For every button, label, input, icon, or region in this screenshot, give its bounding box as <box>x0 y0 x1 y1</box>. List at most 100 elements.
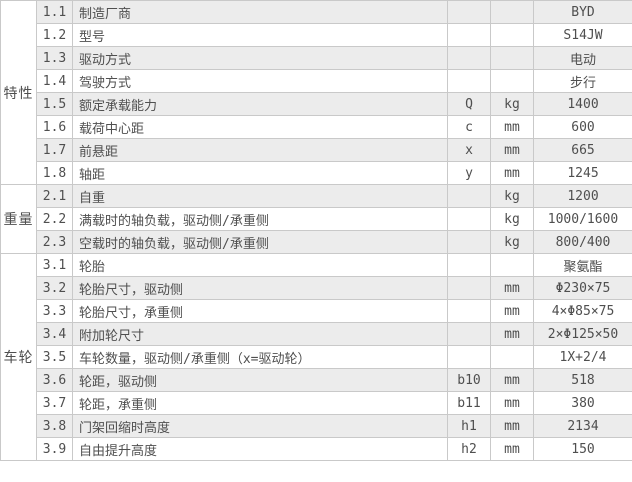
table-row: 1.6 载荷中心距 c mm 600 <box>1 115 632 139</box>
symbol-cell: Q <box>447 92 491 116</box>
table-row: 3.7 轮距，承重侧 b11 mm 380 <box>1 391 632 415</box>
value-cell: 1000/1600 <box>533 207 632 231</box>
description-cell: 车轮数量，驱动侧/承重侧（x=驱动轮） <box>72 345 448 369</box>
value-cell: 2134 <box>533 414 632 438</box>
value-cell: 1X+2/4 <box>533 345 632 369</box>
value-cell: 1200 <box>533 184 632 208</box>
value-cell: 电动 <box>533 46 632 70</box>
unit-cell: kg <box>490 184 534 208</box>
description-cell: 自由提升高度 <box>72 437 448 461</box>
value-cell: 150 <box>533 437 632 461</box>
unit-cell: kg <box>490 230 534 254</box>
value-cell: Φ230×75 <box>533 276 632 300</box>
row-number-cell: 1.5 <box>36 92 73 116</box>
row-number-cell: 1.2 <box>36 23 73 47</box>
spec-table-body: 特性 1.1 制造厂商 BYD 1.2 型号 S14JW 1.3 驱动方式 电动 1.4 驾驶方式 步行… <box>0 0 632 461</box>
description-cell: 驾驶方式 <box>72 69 448 93</box>
unit-cell <box>490 23 534 47</box>
unit-cell <box>490 69 534 93</box>
symbol-cell <box>447 345 491 369</box>
unit-cell: mm <box>490 276 534 300</box>
unit-cell: mm <box>490 437 534 461</box>
symbol-cell: h1 <box>447 414 491 438</box>
symbol-cell <box>447 46 491 70</box>
value-cell: 1245 <box>533 161 632 185</box>
row-number-cell: 3.2 <box>36 276 73 300</box>
description-cell: 轮胎尺寸，承重侧 <box>72 299 448 323</box>
row-number-cell: 1.6 <box>36 115 73 139</box>
table-row: 1.4 驾驶方式 步行 <box>1 69 632 93</box>
group-label-cell: 车轮 <box>0 253 37 461</box>
description-cell: 轮距，驱动侧 <box>72 368 448 392</box>
description-cell: 载荷中心距 <box>72 115 448 139</box>
row-number-cell: 3.4 <box>36 322 73 346</box>
symbol-cell: h2 <box>447 437 491 461</box>
table-row: 3.9 自由提升高度 h2 mm 150 <box>1 437 632 461</box>
value-cell: 1400 <box>533 92 632 116</box>
symbol-cell <box>447 0 491 24</box>
table-row: 2.2 满载时的轴负载，驱动侧/承重侧 kg 1000/1600 <box>1 207 632 231</box>
table-row: 3.3 轮胎尺寸，承重侧 mm 4×Φ85×75 <box>1 299 632 323</box>
description-cell: 制造厂商 <box>72 0 448 24</box>
description-cell: 附加轮尺寸 <box>72 322 448 346</box>
row-number-cell: 2.3 <box>36 230 73 254</box>
spec-table: 特性 1.1 制造厂商 BYD 1.2 型号 S14JW 1.3 驱动方式 电动 1.4 驾驶方式 步行… <box>0 0 632 461</box>
unit-cell: kg <box>490 92 534 116</box>
table-row: 1.2 型号 S14JW <box>1 23 632 47</box>
row-number-cell: 2.1 <box>36 184 73 208</box>
table-row: 3.8 门架回缩时高度 h1 mm 2134 <box>1 414 632 438</box>
description-cell: 门架回缩时高度 <box>72 414 448 438</box>
row-number-cell: 3.7 <box>36 391 73 415</box>
symbol-cell: x <box>447 138 491 162</box>
description-cell: 轴距 <box>72 161 448 185</box>
unit-cell: mm <box>490 368 534 392</box>
symbol-cell <box>447 207 491 231</box>
row-number-cell: 1.4 <box>36 69 73 93</box>
symbol-cell <box>447 230 491 254</box>
unit-cell <box>490 0 534 24</box>
symbol-cell <box>447 184 491 208</box>
value-cell: 2×Φ125×50 <box>533 322 632 346</box>
value-cell: 聚氨酯 <box>533 253 632 277</box>
symbol-cell <box>447 276 491 300</box>
unit-cell: mm <box>490 414 534 438</box>
description-cell: 轮距，承重侧 <box>72 391 448 415</box>
row-number-cell: 3.9 <box>36 437 73 461</box>
value-cell: 800/400 <box>533 230 632 254</box>
symbol-cell <box>447 23 491 47</box>
value-cell: 步行 <box>533 69 632 93</box>
table-row: 1.7 前悬距 x mm 665 <box>1 138 632 162</box>
row-number-cell: 3.1 <box>36 253 73 277</box>
group-label-cell: 重量 <box>0 184 37 254</box>
symbol-cell: y <box>447 161 491 185</box>
description-cell: 空载时的轴负载，驱动侧/承重侧 <box>72 230 448 254</box>
row-number-cell: 1.7 <box>36 138 73 162</box>
description-cell: 轮胎 <box>72 253 448 277</box>
row-number-cell: 1.8 <box>36 161 73 185</box>
value-cell: S14JW <box>533 23 632 47</box>
value-cell: 600 <box>533 115 632 139</box>
value-cell: 518 <box>533 368 632 392</box>
description-cell: 型号 <box>72 23 448 47</box>
unit-cell: mm <box>490 115 534 139</box>
value-cell: 380 <box>533 391 632 415</box>
symbol-cell: b11 <box>447 391 491 415</box>
unit-cell <box>490 253 534 277</box>
symbol-cell <box>447 322 491 346</box>
row-number-cell: 3.8 <box>36 414 73 438</box>
description-cell: 前悬距 <box>72 138 448 162</box>
unit-cell <box>490 345 534 369</box>
symbol-cell <box>447 69 491 93</box>
unit-cell <box>490 46 534 70</box>
row-number-cell: 1.3 <box>36 46 73 70</box>
table-row: 3.6 轮距，驱动侧 b10 mm 518 <box>1 368 632 392</box>
description-cell: 自重 <box>72 184 448 208</box>
unit-cell: mm <box>490 299 534 323</box>
description-cell: 驱动方式 <box>72 46 448 70</box>
value-cell: 4×Φ85×75 <box>533 299 632 323</box>
table-row: 3.5 车轮数量，驱动侧/承重侧（x=驱动轮） 1X+2/4 <box>1 345 632 369</box>
unit-cell: mm <box>490 138 534 162</box>
unit-cell: mm <box>490 322 534 346</box>
